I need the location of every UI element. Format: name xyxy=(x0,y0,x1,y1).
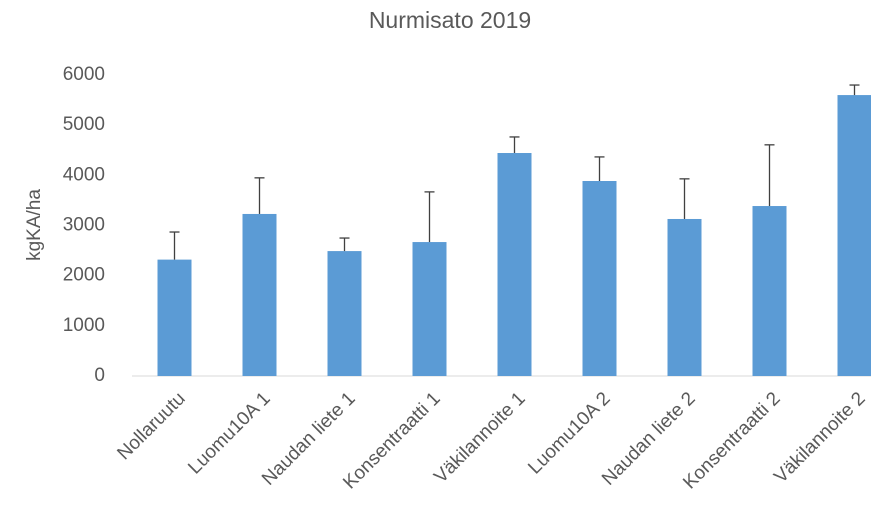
x-tick-label: Luomu10A 1 xyxy=(184,388,274,478)
bar xyxy=(667,218,702,376)
bar xyxy=(497,153,532,376)
x-tick-label: Väkilannoite 1 xyxy=(430,388,529,487)
y-tick-label: 5000 xyxy=(63,114,105,135)
bar xyxy=(752,206,787,376)
y-tick-label: 4000 xyxy=(63,164,105,185)
bar xyxy=(412,242,447,376)
x-tick-label: Väkilannoite 2 xyxy=(770,388,869,487)
bar xyxy=(157,259,192,376)
y-axis-label: kgKA/ha xyxy=(24,189,45,261)
bar xyxy=(327,251,362,376)
y-tick-label: 2000 xyxy=(63,265,105,286)
y-tick-label: 1000 xyxy=(63,315,105,336)
y-tick-label: 0 xyxy=(94,365,105,386)
bar xyxy=(582,181,617,376)
bar xyxy=(242,213,277,376)
y-tick-label: 3000 xyxy=(63,215,105,236)
bar xyxy=(837,95,871,377)
x-tick-label: Nollaruutu xyxy=(113,388,189,464)
chart-title: Nurmisato 2019 xyxy=(369,7,531,33)
y-tick-label: 6000 xyxy=(63,64,105,85)
x-tick-label: Luomu10A 2 xyxy=(524,388,614,478)
